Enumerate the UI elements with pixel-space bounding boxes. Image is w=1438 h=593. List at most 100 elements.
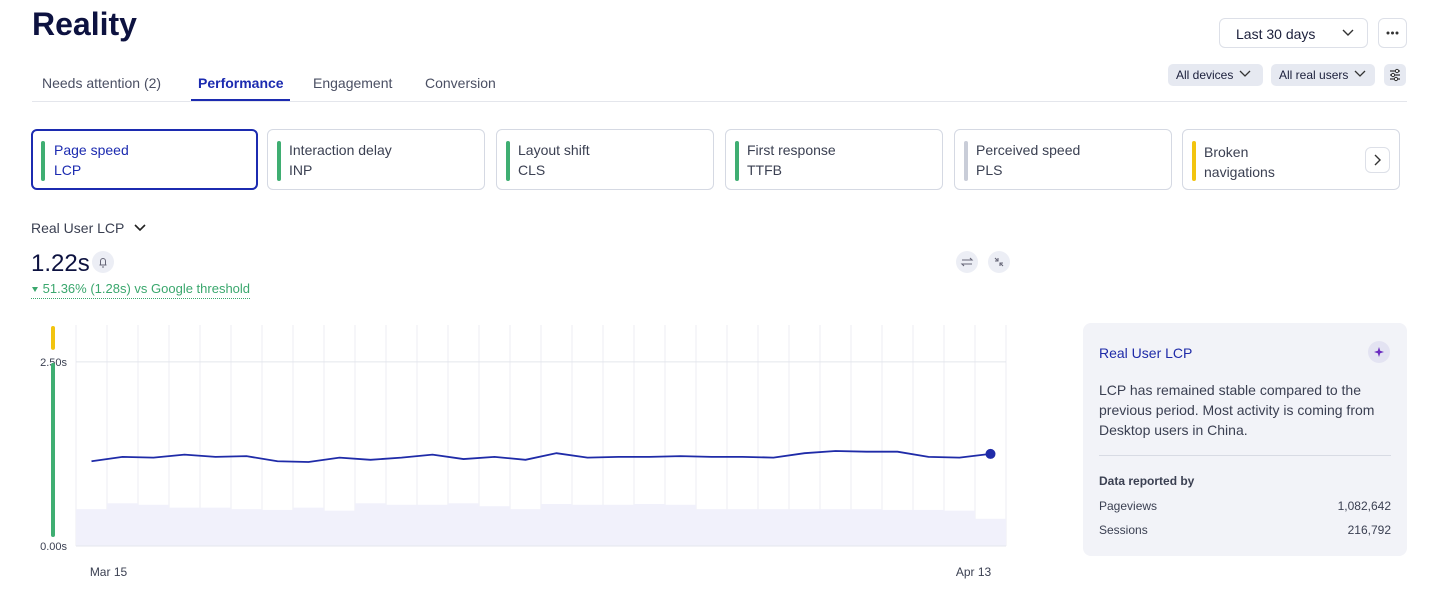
sliders-icon xyxy=(1390,68,1400,82)
chevron xyxy=(134,224,146,232)
filter-pill[interactable]: All devices xyxy=(1168,64,1263,86)
delta-text: 51.36% (1.28s) vs Google threshold xyxy=(42,281,251,296)
next-button[interactable] xyxy=(1365,147,1390,173)
volume-bar xyxy=(138,504,169,546)
ai-icon[interactable] xyxy=(1367,340,1391,364)
volume-bar xyxy=(262,509,293,546)
metric-abbr: PLS xyxy=(976,162,1003,178)
y-tick-label: 2.50s xyxy=(40,357,67,369)
metric-select-label: Real User LCP xyxy=(31,220,125,236)
line xyxy=(91,450,991,463)
panel-title: Real User LCP xyxy=(1099,345,1193,361)
x-tick-label: Mar 15 xyxy=(90,565,128,579)
metric-name: Perceived speed xyxy=(976,142,1081,158)
panel-text: LCP has remained stable compared to the … xyxy=(1099,382,1375,438)
volume-bar xyxy=(851,509,882,546)
volume-bar xyxy=(696,509,727,546)
dots xyxy=(1386,31,1399,35)
volume-bar xyxy=(417,504,448,546)
row-value: 216,792 xyxy=(1347,523,1391,537)
last-point xyxy=(985,448,996,459)
metric-color xyxy=(506,141,510,181)
y-tick-label: 0.00s xyxy=(40,541,67,553)
range-select[interactable]: Last 30 days xyxy=(1219,18,1368,48)
row-label: Sessions xyxy=(1099,523,1148,537)
metric-name: Layout shift xyxy=(518,142,590,158)
page-title: Reality xyxy=(32,6,137,42)
tab[interactable]: Performance xyxy=(191,75,290,101)
row-label: Pageviews xyxy=(1099,499,1158,513)
divider xyxy=(32,101,1407,102)
row-value: 1,082,642 xyxy=(1337,499,1391,513)
volume-bar xyxy=(355,503,386,546)
volume-bar xyxy=(913,509,944,546)
metric-color xyxy=(41,141,45,181)
settings-button[interactable] xyxy=(1384,64,1406,86)
metric-color xyxy=(964,141,968,181)
metric-abbr: LCP xyxy=(54,162,82,178)
down-arrow xyxy=(32,287,38,292)
chevron xyxy=(1342,29,1354,36)
volume-bar xyxy=(448,503,479,546)
insight-panel: Real User LCP LCP has remained stable co… xyxy=(1083,323,1407,556)
filter-pill[interactable]: All real users xyxy=(1271,64,1375,86)
volume-bar xyxy=(386,504,417,546)
more-button[interactable] xyxy=(1378,18,1407,48)
volume-bar xyxy=(975,518,1006,546)
metric-name: Page speed xyxy=(54,142,129,158)
volume-bar xyxy=(541,504,572,546)
metric-name: Broken navigations xyxy=(1204,144,1275,180)
metric-color xyxy=(735,141,739,181)
metric-select[interactable]: Real User LCP xyxy=(31,220,148,236)
metric-card[interactable]: First response TTFB xyxy=(725,129,943,190)
collapse-button[interactable] xyxy=(987,250,1011,274)
metric-card[interactable]: Broken navigations xyxy=(1182,129,1400,190)
volume-bar xyxy=(107,503,138,546)
metric-card[interactable]: Layout shift CLS xyxy=(496,129,714,190)
swap-button[interactable] xyxy=(955,250,979,274)
metric-value: 1.22s xyxy=(31,250,90,277)
metric-abbr: INP xyxy=(289,162,313,178)
volume-bar xyxy=(572,504,603,546)
volume-bar xyxy=(76,509,107,546)
volume-bar xyxy=(603,504,634,546)
volume-bar xyxy=(324,510,355,546)
panel-divider xyxy=(1099,455,1391,456)
volume-bar xyxy=(727,509,758,546)
range-label: Last 30 days xyxy=(1236,26,1316,42)
volume-bar xyxy=(200,507,231,546)
volume-bar xyxy=(169,507,200,546)
panel-heading: Data reported by xyxy=(1099,474,1195,488)
metric-name: Interaction delay xyxy=(289,142,392,158)
metric-color xyxy=(1192,141,1196,181)
chevron xyxy=(1239,70,1251,77)
filter-label: All real users xyxy=(1279,68,1349,82)
chart: 0.00s 2.50s Mar 15 Apr 13 xyxy=(40,325,1007,579)
tab[interactable]: Needs attention (2) xyxy=(42,75,162,91)
volume-bar xyxy=(758,509,789,546)
tab[interactable]: Conversion xyxy=(425,75,496,91)
volume-bar xyxy=(665,504,696,546)
volume-bar xyxy=(882,509,913,546)
metric-color xyxy=(277,141,281,181)
delta: 51.36% (1.28s) vs Google threshold xyxy=(31,281,251,299)
tab[interactable]: Engagement xyxy=(313,75,393,91)
alert-button[interactable] xyxy=(91,250,115,274)
volume-bar xyxy=(479,506,510,546)
metric-card[interactable]: Perceived speed PLS xyxy=(954,129,1172,190)
volume-bar xyxy=(944,510,975,546)
metric-card[interactable]: Page speed LCP xyxy=(31,129,258,190)
volume-bar xyxy=(293,507,324,546)
metric-name: First response xyxy=(747,142,836,158)
volume-bar xyxy=(231,509,262,546)
volume-bar xyxy=(820,509,851,546)
metric-abbr: CLS xyxy=(518,162,546,178)
volume-bar xyxy=(510,509,541,546)
volume-bar xyxy=(789,509,820,546)
chevron xyxy=(1354,70,1366,77)
volume-bar xyxy=(634,504,665,546)
filter-label: All devices xyxy=(1176,68,1234,82)
metric-card[interactable]: Interaction delay INP xyxy=(267,129,485,190)
metric-abbr: TTFB xyxy=(747,162,782,178)
